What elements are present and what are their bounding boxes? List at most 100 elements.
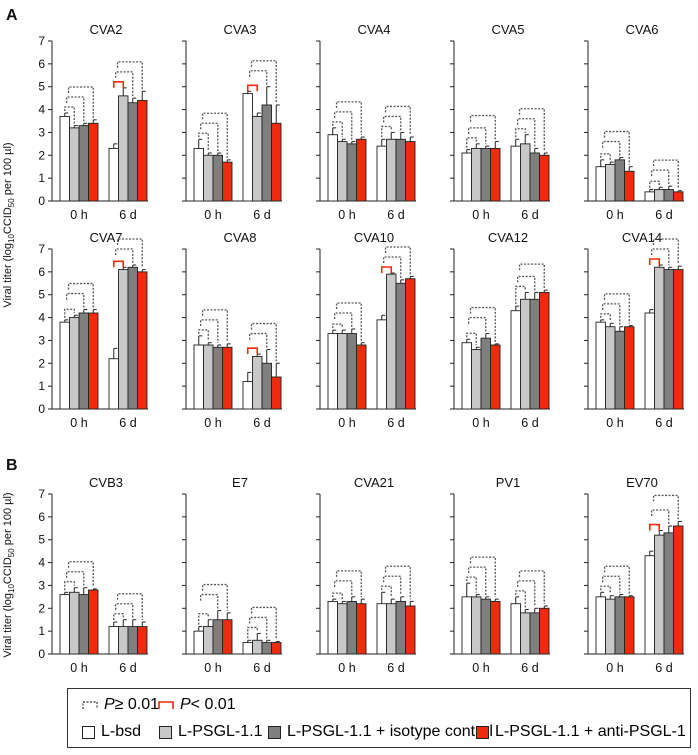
ylabel-part: Viral titer (log (2, 243, 14, 308)
bar (520, 298, 531, 410)
bar (471, 349, 482, 410)
bar (127, 266, 138, 410)
ns-bracket (515, 128, 526, 138)
bar (490, 344, 501, 410)
bar (490, 147, 501, 202)
chart-cva3: CVA3 0 h 6 d (182, 22, 282, 222)
chart-title: CVA21 (354, 475, 394, 490)
ns-bracket (116, 593, 143, 620)
ylabel-part: CCID (2, 557, 14, 584)
ns-bracket (383, 115, 402, 131)
ns-bracket (603, 565, 630, 594)
x-tick-label: 6 d (521, 661, 538, 675)
ns-bracket (66, 292, 85, 308)
bar (520, 143, 531, 202)
x-tick-label: 6 d (119, 661, 136, 675)
chart-title: E7 (232, 475, 248, 490)
bar (261, 362, 272, 410)
bar (356, 344, 367, 410)
x-tick-label: 0 h (70, 208, 87, 222)
y-tick-label: 1 (38, 171, 45, 185)
x-tick-label: 6 d (655, 661, 672, 675)
ns-bracket (517, 118, 536, 147)
y-tick-label: 3 (38, 333, 45, 347)
x-tick-label: 6 d (253, 661, 270, 675)
bar (529, 298, 540, 410)
chart-title: PV1 (496, 475, 521, 490)
bar (108, 358, 119, 410)
bar (137, 271, 148, 410)
bar (644, 555, 655, 655)
bar (395, 282, 406, 410)
ns-bracket (603, 293, 630, 324)
ns-bracket (384, 246, 411, 275)
y-axis-label-b: Viral titer (log10CCID50 per 100 µl) (2, 492, 16, 657)
chart-cva14: CVA14 0 h 6 d (584, 230, 684, 430)
ns-bracket (651, 169, 670, 185)
bar (69, 127, 80, 202)
ns-bracket (603, 130, 630, 165)
bar (595, 596, 606, 655)
y-tick-label: 2 (38, 356, 45, 370)
bar (663, 189, 674, 202)
chart-cva2: CVA2 0 1 2 3 4 5 6 7 0 h 6 d (38, 22, 148, 222)
bar (405, 278, 416, 410)
ns-bracket (649, 180, 660, 188)
ns-bracket (468, 127, 487, 145)
bar (624, 170, 635, 202)
ns-bracket (515, 590, 526, 608)
bar (127, 102, 138, 202)
y-tick-label: 2 (38, 601, 45, 615)
chart-title: CVA4 (358, 22, 391, 37)
bar (212, 154, 223, 202)
ns-bracket (602, 303, 621, 325)
ns-bracket (518, 108, 545, 151)
bar (78, 125, 89, 202)
chart-title: CVA3 (224, 22, 257, 37)
bar (395, 138, 406, 202)
x-tick-label: 0 h (472, 208, 489, 222)
ns-bracket (600, 153, 611, 161)
x-tick-label: 0 h (338, 661, 355, 675)
ns-bracket (381, 585, 392, 598)
bar (118, 269, 129, 410)
bar (88, 122, 99, 202)
y-tick-label: 2 (38, 148, 45, 162)
ylabel-part: 50 (7, 548, 16, 557)
x-tick-label: 0 h (606, 416, 623, 430)
ns-bracket (332, 121, 343, 138)
x-tick-label: 6 d (119, 208, 136, 222)
x-tick-label: 6 d (253, 416, 270, 430)
ns-bracket (652, 159, 679, 189)
ns-bracket (651, 509, 670, 524)
bar (461, 342, 472, 410)
legend-series-3: L-PSGL-1.1 + anti-PSGL-1 (476, 723, 686, 741)
bar (624, 326, 635, 410)
sig-bracket (648, 523, 661, 531)
ns-bracket (600, 313, 611, 322)
ns-bracket (250, 60, 277, 103)
ns-bracket (332, 323, 343, 329)
x-tick-label: 0 h (472, 661, 489, 675)
x-tick-label: 0 h (606, 661, 623, 675)
ns-bracket-icon (82, 701, 98, 709)
ns-bracket (383, 575, 402, 595)
ns-bracket (652, 238, 679, 265)
bar (376, 603, 387, 655)
bar (480, 147, 491, 202)
x-tick-label: 6 d (521, 416, 538, 430)
ns-bracket (64, 308, 75, 318)
chart-title: CVA12 (488, 230, 528, 245)
bar (118, 95, 129, 202)
bar (605, 326, 616, 410)
ns-bracket (334, 312, 353, 327)
ns-bracket (201, 309, 228, 342)
ns-bracket (249, 70, 268, 85)
ns-bracket (466, 137, 477, 148)
bar (203, 154, 214, 202)
x-tick-label: 6 d (119, 416, 136, 430)
y-tick-label: 4 (38, 311, 45, 325)
bar (461, 596, 472, 655)
bar (480, 598, 491, 655)
sig-rest-label: < 0.01 (190, 696, 236, 713)
